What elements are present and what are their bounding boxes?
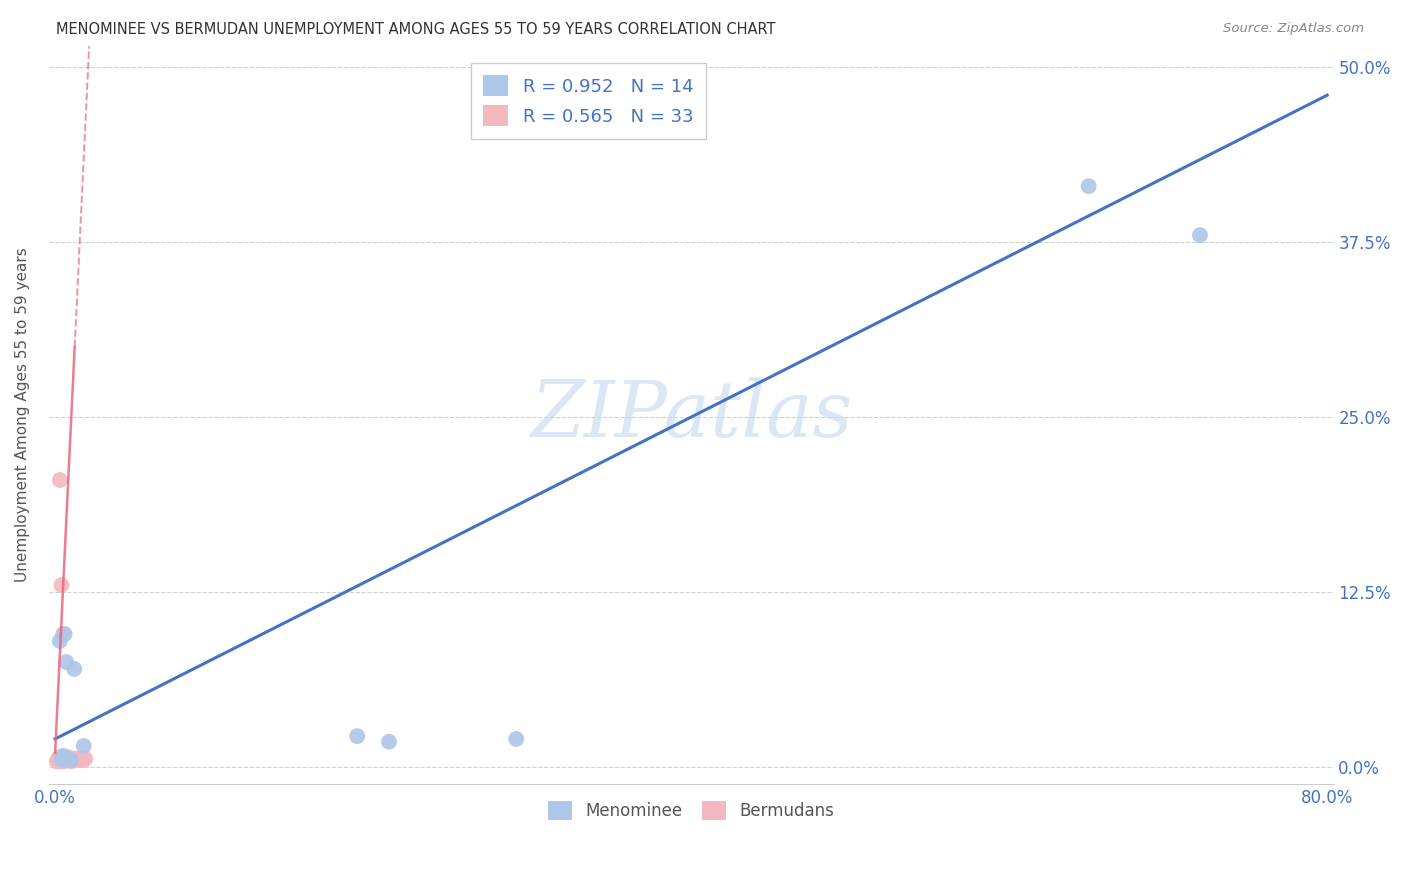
Point bbox=[66, 753, 89, 767]
Text: ZIPatlas: ZIPatlas bbox=[530, 376, 852, 453]
Point bbox=[63, 662, 86, 676]
Point bbox=[70, 751, 93, 765]
Point bbox=[73, 739, 96, 753]
Point bbox=[56, 753, 79, 767]
Point bbox=[45, 755, 67, 769]
Point bbox=[63, 753, 86, 767]
Point bbox=[49, 473, 72, 487]
Point bbox=[65, 751, 87, 765]
Point bbox=[69, 753, 91, 767]
Point bbox=[55, 753, 77, 767]
Point bbox=[53, 753, 76, 767]
Text: Source: ZipAtlas.com: Source: ZipAtlas.com bbox=[1223, 22, 1364, 36]
Point bbox=[51, 751, 73, 765]
Point bbox=[505, 731, 527, 746]
Point bbox=[55, 751, 77, 765]
Point bbox=[49, 755, 72, 769]
Point bbox=[52, 627, 75, 641]
Text: MENOMINEE VS BERMUDAN UNEMPLOYMENT AMONG AGES 55 TO 59 YEARS CORRELATION CHART: MENOMINEE VS BERMUDAN UNEMPLOYMENT AMONG… bbox=[56, 22, 776, 37]
Point bbox=[52, 750, 75, 764]
Point bbox=[55, 655, 77, 669]
Point bbox=[60, 751, 83, 765]
Point bbox=[49, 753, 72, 767]
Point bbox=[75, 751, 97, 765]
Point bbox=[378, 735, 401, 749]
Point bbox=[73, 753, 96, 767]
Point bbox=[58, 753, 80, 767]
Point bbox=[49, 750, 72, 764]
Point bbox=[51, 578, 73, 592]
Point bbox=[62, 753, 84, 767]
Point bbox=[46, 753, 69, 767]
Point bbox=[51, 755, 73, 769]
Point bbox=[51, 753, 73, 767]
Legend: Menominee, Bermudans: Menominee, Bermudans bbox=[541, 795, 841, 827]
Point bbox=[52, 753, 75, 767]
Point bbox=[52, 755, 75, 769]
Point bbox=[56, 753, 79, 767]
Point bbox=[60, 753, 83, 767]
Point bbox=[1188, 228, 1211, 243]
Point bbox=[46, 751, 69, 765]
Point bbox=[56, 750, 79, 764]
Point bbox=[346, 729, 368, 743]
Point bbox=[58, 751, 80, 765]
Point bbox=[67, 751, 90, 765]
Point bbox=[52, 748, 75, 763]
Point bbox=[53, 627, 76, 641]
Point bbox=[60, 755, 83, 769]
Y-axis label: Unemployment Among Ages 55 to 59 years: Unemployment Among Ages 55 to 59 years bbox=[15, 248, 30, 582]
Point bbox=[53, 751, 76, 765]
Point bbox=[49, 634, 72, 648]
Point bbox=[1077, 179, 1099, 194]
